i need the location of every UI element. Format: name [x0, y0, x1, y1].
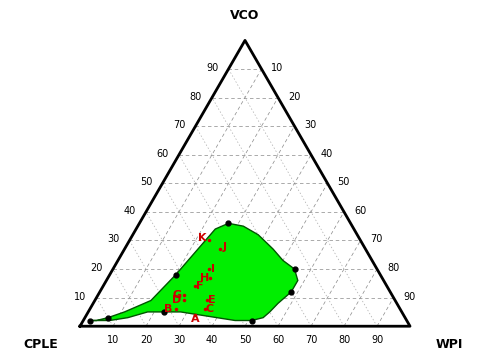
- Text: 30: 30: [304, 120, 317, 130]
- Text: 30: 30: [173, 336, 185, 345]
- Text: 90: 90: [403, 292, 416, 302]
- Text: A: A: [191, 315, 200, 324]
- Text: 60: 60: [157, 149, 169, 159]
- Text: G: G: [172, 290, 181, 300]
- Text: 80: 80: [190, 92, 202, 102]
- Text: CPLE: CPLE: [23, 338, 58, 351]
- Text: K: K: [198, 233, 206, 244]
- Text: VCO: VCO: [230, 9, 260, 22]
- Text: 70: 70: [370, 235, 383, 244]
- Text: 40: 40: [206, 336, 218, 345]
- Text: 90: 90: [206, 63, 219, 73]
- Text: 70: 70: [305, 336, 317, 345]
- Text: 10: 10: [271, 63, 284, 73]
- Text: 60: 60: [272, 336, 284, 345]
- Text: F: F: [196, 281, 203, 291]
- Text: 50: 50: [140, 177, 152, 187]
- Text: 70: 70: [173, 120, 186, 130]
- Polygon shape: [90, 223, 298, 320]
- Text: D: D: [172, 295, 181, 306]
- Text: 20: 20: [91, 263, 103, 273]
- Text: 20: 20: [288, 92, 300, 102]
- Text: 40: 40: [321, 149, 333, 159]
- Text: 50: 50: [239, 336, 251, 345]
- Text: H: H: [200, 273, 209, 283]
- Text: I: I: [211, 264, 215, 274]
- Text: 50: 50: [338, 177, 350, 187]
- Text: 80: 80: [338, 336, 350, 345]
- Text: 40: 40: [124, 206, 136, 216]
- Text: 90: 90: [371, 336, 383, 345]
- Text: 10: 10: [107, 336, 119, 345]
- Text: E: E: [208, 295, 216, 306]
- Text: 60: 60: [354, 206, 366, 216]
- Text: 30: 30: [107, 235, 120, 244]
- Text: 80: 80: [387, 263, 399, 273]
- Text: C: C: [206, 304, 214, 314]
- Text: 10: 10: [74, 292, 87, 302]
- Text: B: B: [164, 304, 172, 314]
- Text: 20: 20: [140, 336, 152, 345]
- Text: WPI: WPI: [436, 338, 464, 351]
- Text: J: J: [223, 242, 227, 252]
